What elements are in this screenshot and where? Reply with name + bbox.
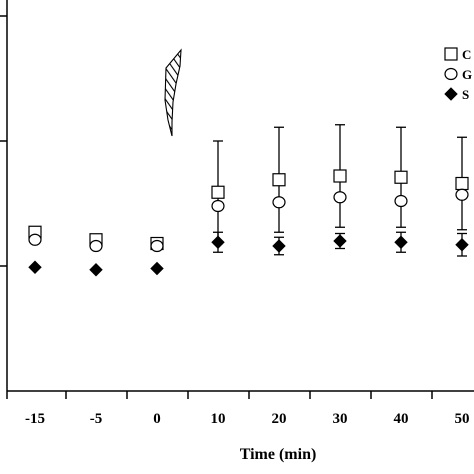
axes	[0, 0, 474, 392]
legend-entry-G: G	[444, 67, 472, 82]
data-point-S	[272, 239, 286, 253]
data-point-S	[211, 235, 225, 249]
annotation-layer	[164, 48, 182, 137]
data-point-G	[150, 239, 164, 253]
data-point-G	[89, 239, 103, 253]
legend-marker-C	[444, 47, 458, 61]
legend-marker-G	[444, 67, 458, 81]
series-layer	[28, 124, 469, 277]
x-tick-label: -5	[90, 411, 103, 427]
data-point-S	[89, 263, 103, 277]
x-tick-label: 20	[272, 411, 287, 427]
data-point-C	[333, 169, 347, 183]
stimulus-arrow-icon	[164, 48, 182, 137]
data-point-G	[333, 191, 347, 204]
legend: CGS	[444, 47, 472, 102]
data-point-G	[394, 194, 408, 208]
data-point-C	[272, 173, 286, 187]
data-point-C	[211, 185, 225, 199]
data-point-G	[455, 188, 469, 201]
data-point-S	[333, 234, 347, 248]
legend-entry-S: S	[444, 87, 469, 102]
data-point-G	[272, 196, 286, 209]
x-tick-label: 10	[211, 411, 226, 427]
legend-label: G	[462, 67, 472, 82]
x-tick-label: 30	[333, 411, 348, 427]
data-point-S	[394, 235, 408, 249]
x-axis-label: Time (min)	[240, 446, 317, 463]
data-point-C	[394, 170, 408, 184]
x-tick-label: 0	[153, 411, 161, 427]
legend-label: S	[462, 87, 469, 102]
legend-marker-S	[444, 87, 458, 101]
data-point-G	[28, 233, 42, 246]
data-point-S	[150, 261, 164, 276]
x-tick-label: 50	[455, 411, 470, 427]
data-point-S	[455, 238, 469, 252]
series-C	[28, 124, 469, 251]
legend-entry-C: C	[444, 47, 471, 62]
legend-label: C	[462, 47, 471, 62]
data-point-C	[455, 176, 469, 191]
data-point-G	[211, 199, 225, 213]
series-S	[28, 231, 469, 277]
series-G	[28, 188, 469, 253]
x-tick-label: 40	[394, 411, 409, 427]
x-tick-label: -15	[25, 411, 45, 427]
x-ticks: -15 -5 0 10 20 30 40 50	[6, 391, 470, 427]
data-point-S	[28, 260, 42, 274]
